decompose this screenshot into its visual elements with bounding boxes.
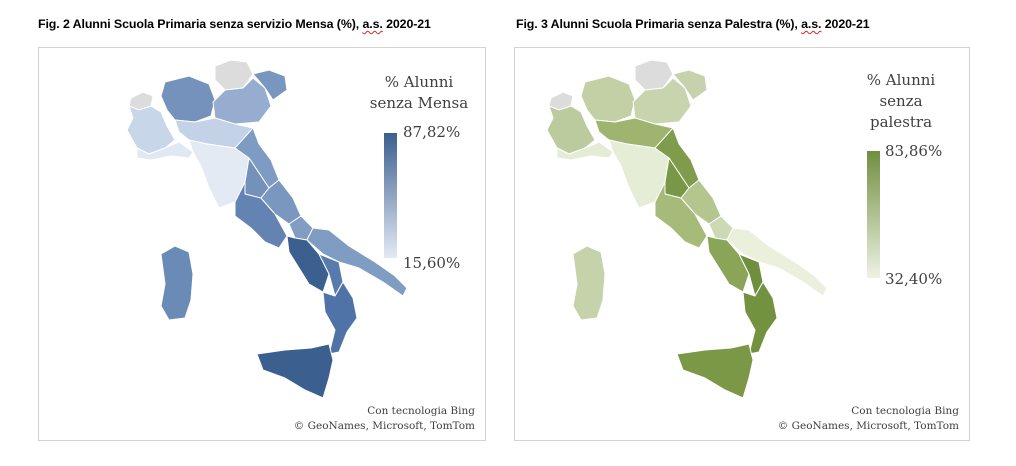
region-lombardia	[580, 75, 636, 123]
region-lombardia	[160, 75, 216, 123]
legend-title: % Alunni senza Mensa	[369, 73, 469, 112]
region-liguria	[136, 141, 194, 161]
italy-map-mensa	[126, 59, 408, 399]
region-veneto	[632, 77, 692, 125]
region-piemonte	[546, 105, 596, 155]
map-panel-palestra: % Alunni senza palestra 83,86% 32,40% Co…	[514, 47, 970, 441]
region-calabria	[322, 281, 358, 355]
region-trentino-alto-adige	[214, 59, 254, 91]
figure-3-title: Fig. 3 Alunni Scuola Primaria senza Pale…	[516, 17, 870, 31]
region-liguria	[556, 141, 614, 161]
region-friuli-venezia-giulia	[252, 69, 288, 101]
legend-color-bar	[867, 151, 880, 278]
legend-min-value: 15,60%	[403, 254, 461, 272]
legend-max-value: 87,82%	[403, 123, 461, 141]
figure-2-title: Fig. 2 Alunni Scuola Primaria senza serv…	[38, 17, 431, 31]
region-sicilia	[676, 343, 754, 399]
region-sardegna	[160, 245, 194, 321]
italy-map-palestra	[546, 59, 880, 399]
region-piemonte	[126, 105, 176, 155]
legend-title: % Alunni senza palestra	[866, 71, 936, 131]
region-veneto	[212, 77, 272, 125]
region-sardegna	[572, 245, 606, 321]
region-friuli-venezia-giulia	[672, 69, 708, 101]
region-sicilia	[256, 343, 334, 399]
legend-max-value: 83,86%	[885, 142, 943, 160]
region-calabria	[742, 281, 778, 355]
map-credit: Con tecnologia Bing © GeoNames, Microsof…	[777, 405, 959, 432]
region-campania	[286, 235, 330, 293]
legend-color-bar	[384, 133, 397, 258]
region-campania	[706, 235, 750, 293]
legend-min-value: 32,40%	[885, 270, 943, 288]
map-credit: Con tecnologia Bing © GeoNames, Microsof…	[293, 405, 475, 432]
map-panel-mensa: % Alunni senza Mensa 87,82% 15,60% Con t…	[38, 47, 486, 441]
region-trentino-alto-adige	[634, 59, 674, 91]
